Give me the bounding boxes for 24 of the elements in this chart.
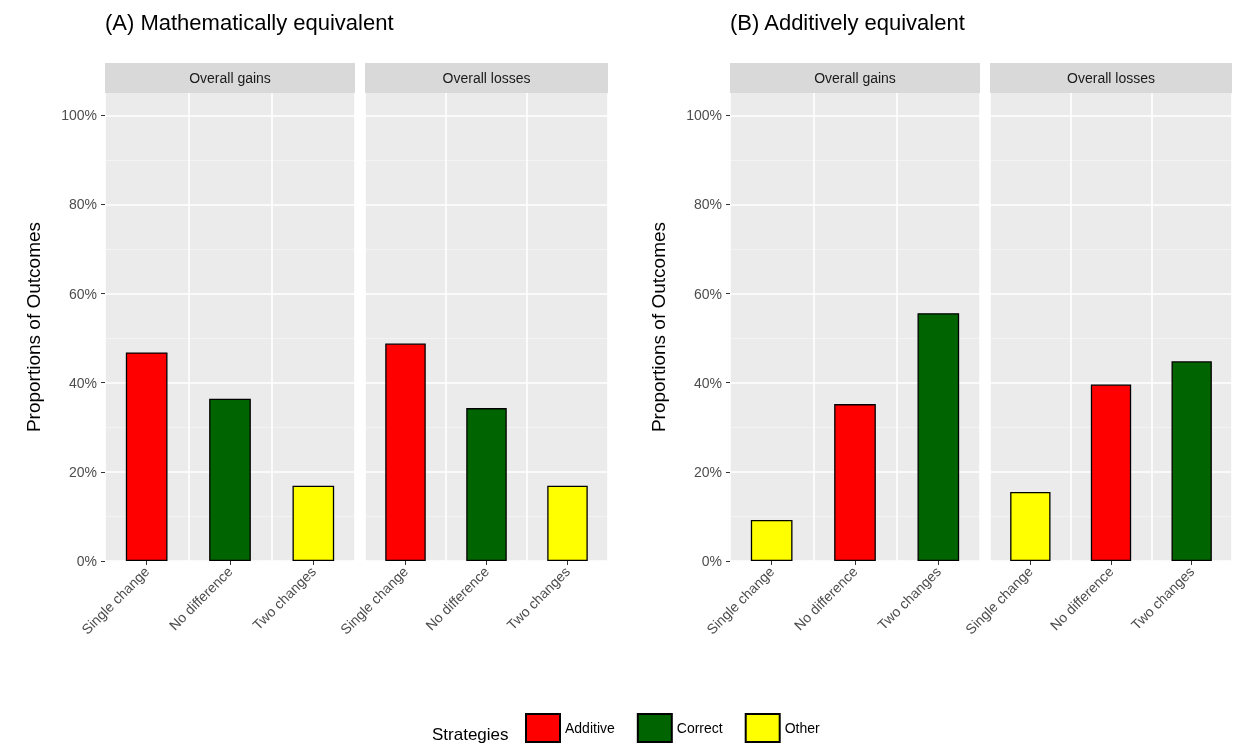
y-tick-label: 20% xyxy=(693,463,722,480)
chart-subtitle: Overall gains xyxy=(814,70,896,86)
y-tick-label: 0% xyxy=(701,553,722,569)
y-axis-title: Proportions of Outcomes xyxy=(648,221,669,433)
chart-title: (B) Additively equivalent xyxy=(730,9,965,35)
chart-subtitle: Overall gains xyxy=(189,70,271,86)
y-tick-label: 60% xyxy=(693,285,722,302)
y-tick-label: 0% xyxy=(76,553,97,569)
y-tick-label: 20% xyxy=(68,463,97,480)
y-tick-label: 100% xyxy=(61,107,97,124)
legend-label: Additive xyxy=(565,720,616,736)
chart-subtitle: Overall losses xyxy=(442,70,531,86)
y-tick-label: 60% xyxy=(68,285,97,302)
legend-label: Other xyxy=(784,720,821,736)
y-tick-label: 40% xyxy=(693,374,722,391)
y-tick-label: 40% xyxy=(68,374,97,391)
chart-subtitle: Overall losses xyxy=(1067,70,1155,86)
y-tick-label: 100% xyxy=(686,107,722,124)
y-axis-title: Proportions of Outcomes xyxy=(23,221,44,433)
y-tick-label: 80% xyxy=(693,196,722,213)
y-tick-label: 80% xyxy=(68,196,97,213)
chart-title: (A) Mathematically equivalent xyxy=(105,9,394,35)
legend-label: Correct xyxy=(676,720,723,736)
legend-title: Strategies xyxy=(432,724,509,744)
